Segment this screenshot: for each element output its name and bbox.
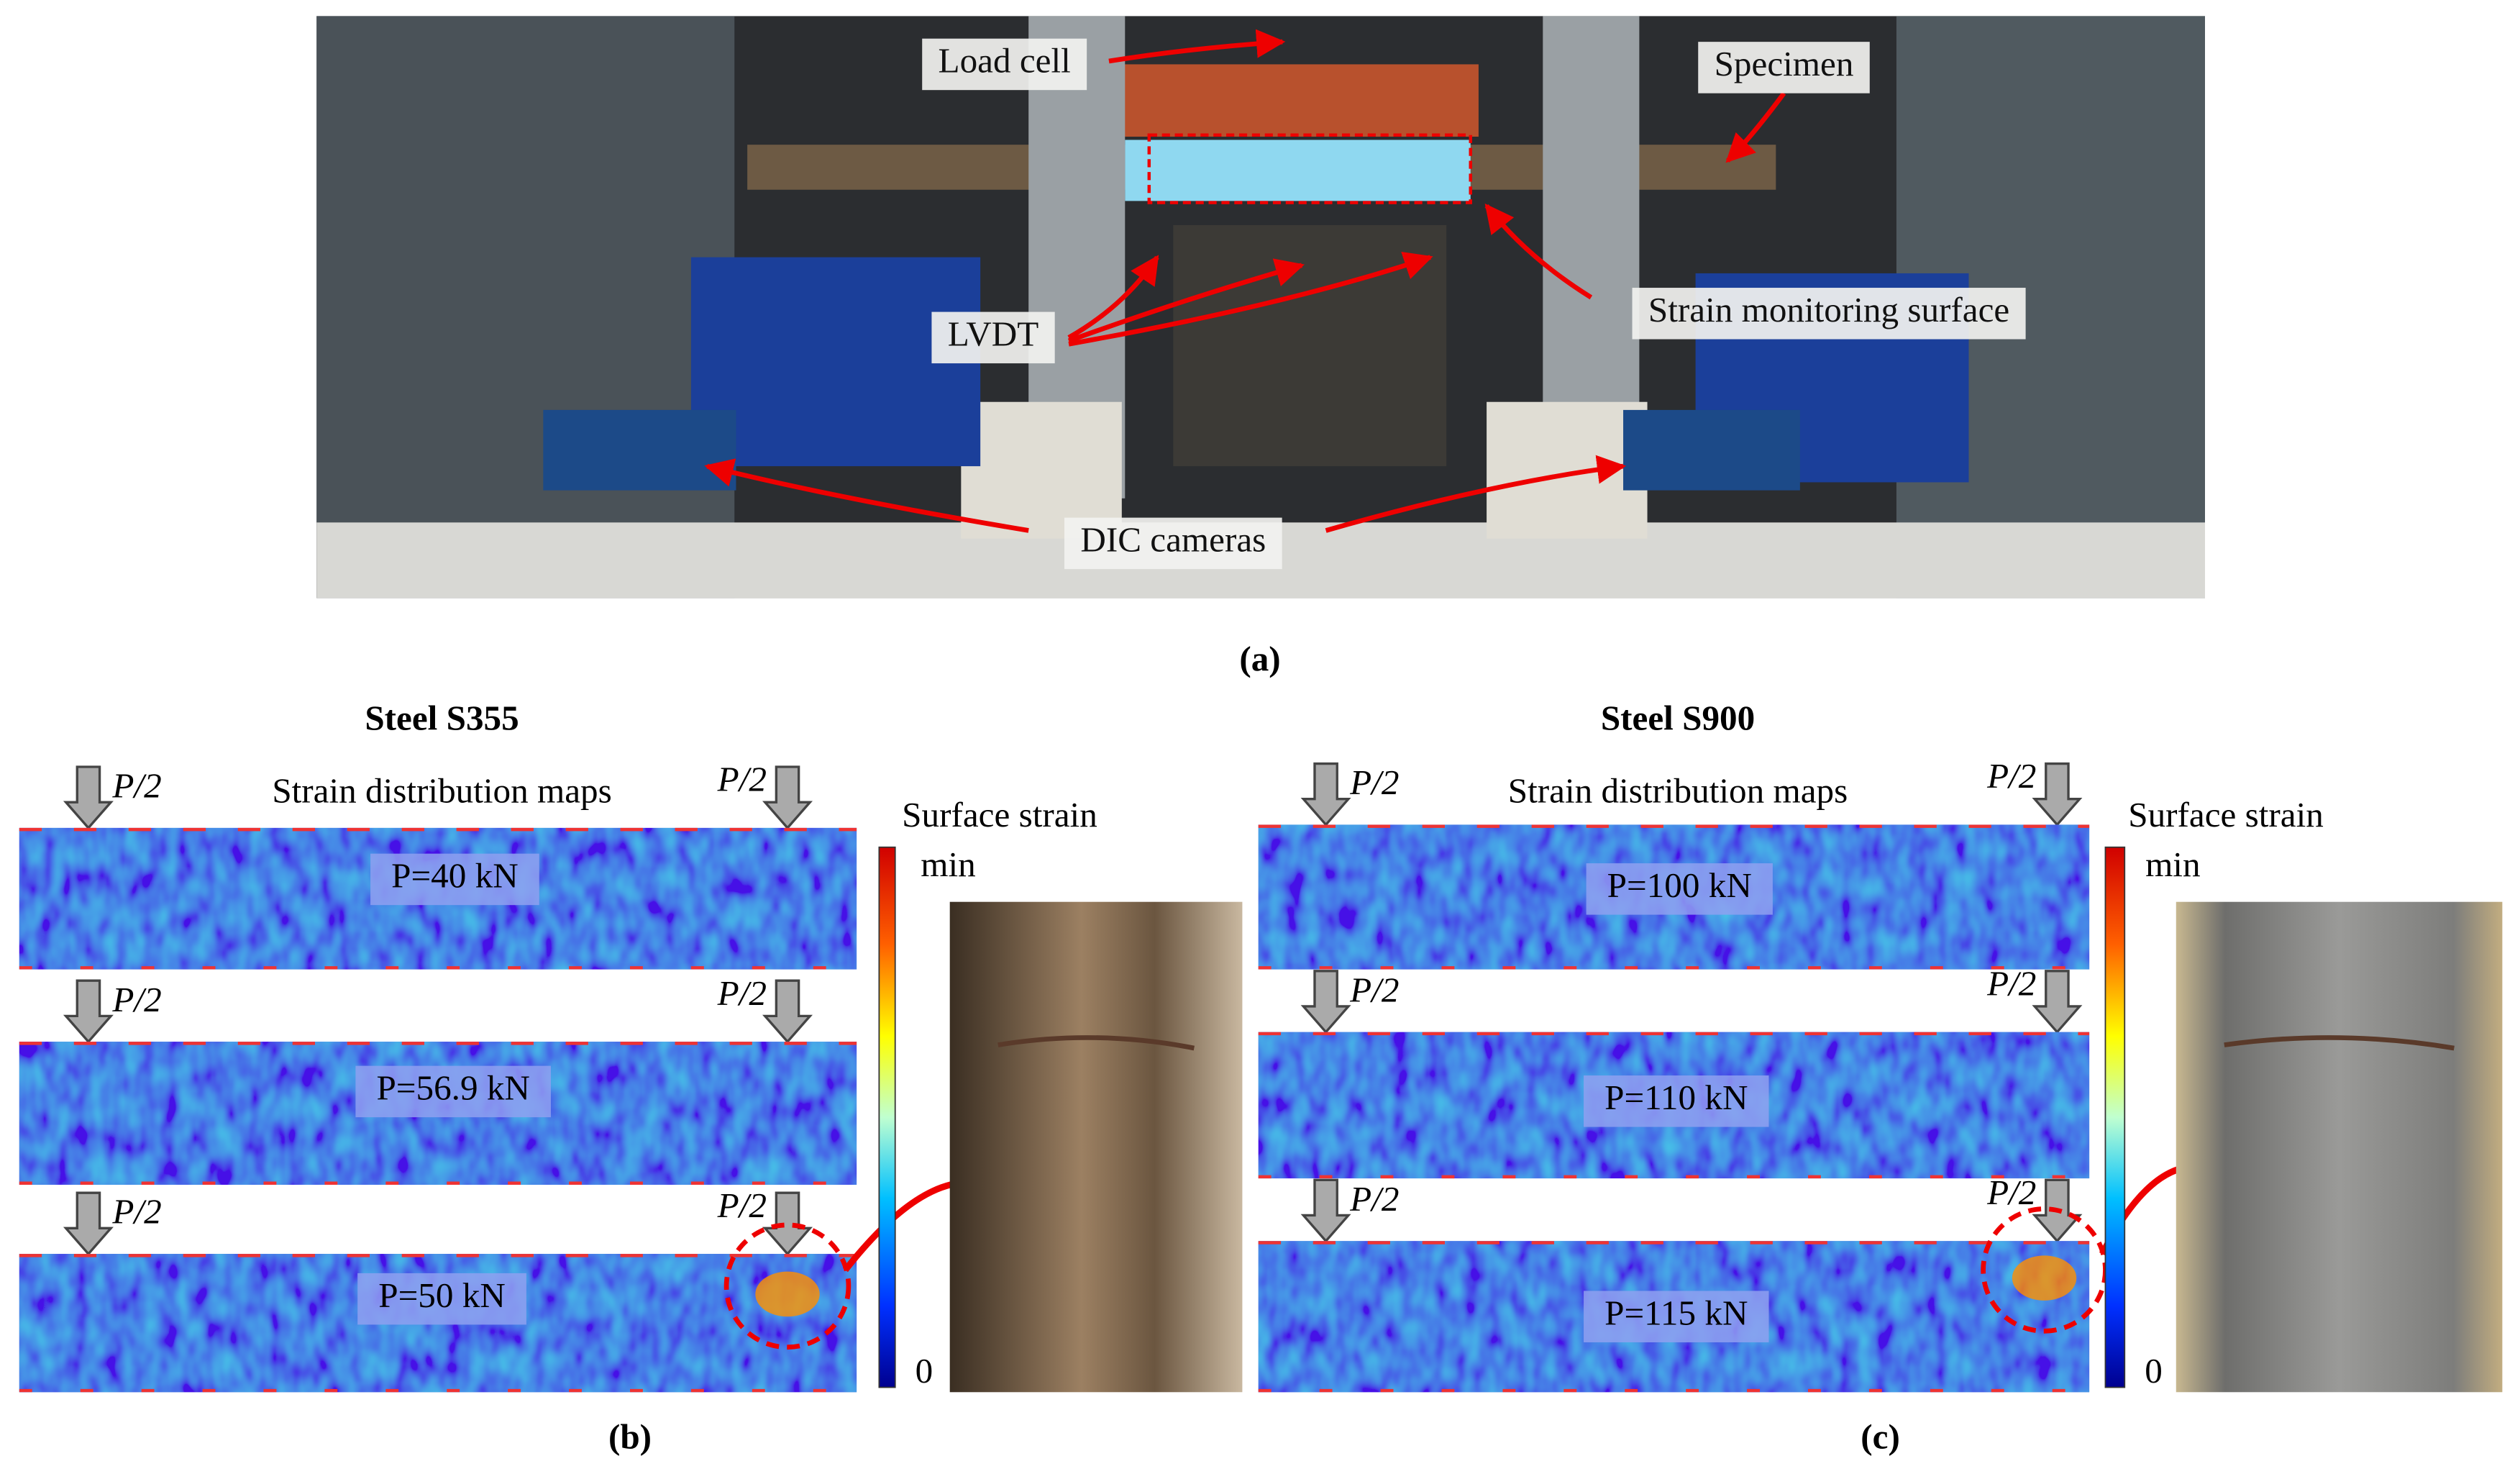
panel-title: Steel S900 <box>1601 698 1755 738</box>
failure-hotspot <box>755 1271 820 1317</box>
buckle-line <box>2224 1035 2455 1051</box>
load-value-box <box>1584 1291 1769 1343</box>
colorbar-bottom: 0 <box>916 1351 933 1391</box>
panel-subtitle: Strain distribution maps <box>272 770 611 810</box>
load-value-box <box>355 1065 551 1118</box>
colorbar-bottom: 0 <box>2145 1351 2163 1391</box>
load-label: P/2 <box>1349 763 1399 802</box>
load-arrow <box>63 979 114 1044</box>
colorbar <box>878 846 896 1388</box>
load-arrow <box>63 765 114 830</box>
load-arrow <box>762 765 813 830</box>
load-arrow <box>1300 970 1351 1034</box>
callout-box <box>1632 288 2026 340</box>
colorbar <box>2104 846 2126 1388</box>
load-label: P/2 <box>1349 970 1399 1009</box>
load-value-box <box>370 853 539 906</box>
colorbar-top: min <box>2145 845 2200 884</box>
load-value: P=56.9 kN <box>376 1068 529 1108</box>
callout-box <box>922 38 1087 91</box>
callout-box <box>1064 517 1282 570</box>
panels: Steel S355 Strain distribution maps P/2 P/2… <box>19 698 2503 1457</box>
load-value-box <box>357 1273 526 1325</box>
panel-caption: (c) <box>1861 1417 1900 1457</box>
load-label: P/2 <box>717 1186 767 1225</box>
load-label: P/2 <box>1986 1173 2036 1212</box>
load-value-box <box>1584 1075 1769 1127</box>
callout-box <box>931 311 1055 364</box>
colorbar-title: Surface strain <box>902 795 1097 834</box>
callout-box <box>1698 42 1870 94</box>
load-label: P/2 <box>111 980 161 1019</box>
load-arrow <box>1300 1178 1351 1243</box>
callout-label: Load cell <box>939 41 1071 81</box>
load-label: P/2 <box>717 973 767 1013</box>
callout-label: Specimen <box>1715 44 1854 83</box>
load-arrow <box>1300 762 1351 827</box>
caption: (a) <box>1239 639 1280 678</box>
load-arrow <box>762 979 813 1044</box>
load-label: P/2 <box>1349 1179 1399 1219</box>
load-arrow <box>63 1191 114 1256</box>
load-label: P/2 <box>717 760 767 799</box>
failure-circle <box>723 1222 852 1350</box>
callout-label: DIC cameras <box>1080 520 1266 560</box>
load-arrow <box>2032 762 2083 827</box>
load-arrow <box>762 1191 813 1256</box>
panel-subtitle: Strain distribution maps <box>1508 770 1848 810</box>
load-label: P/2 <box>1986 756 2036 796</box>
callout-label: Strain monitoring surface <box>1648 290 2009 329</box>
load-value: P=50 kN <box>378 1275 506 1315</box>
specimen-photo <box>949 901 1243 1393</box>
load-value: P=40 kN <box>391 856 519 896</box>
load-arrow <box>2032 970 2083 1034</box>
monitoring-outline <box>1147 133 1472 204</box>
load-label: P/2 <box>1986 963 2036 1003</box>
load-label: P/2 <box>111 1192 161 1232</box>
panel-title: Steel S355 <box>365 698 519 738</box>
panel-caption: (b) <box>608 1417 652 1457</box>
buckle-line <box>998 1035 1195 1051</box>
callouts: Load cell Specimen LVDT Strain monitoring s… <box>922 38 2026 570</box>
colorbar-title: Surface strain <box>2128 795 2324 834</box>
strain-panel: Steel S355 Strain distribution maps P/2 P/2… <box>19 698 1243 1457</box>
colorbar-top: min <box>921 845 975 884</box>
strain-panel: Steel S900 Strain distribution maps P/2 P/2… <box>1258 698 2503 1457</box>
load-value-box <box>1586 863 1773 915</box>
load-value: P=110 kN <box>1604 1078 1748 1117</box>
callout-label: LVDT <box>948 314 1039 354</box>
failure-hotspot <box>2012 1255 2077 1301</box>
load-label: P/2 <box>111 766 161 806</box>
load-value: P=100 kN <box>1607 865 1752 905</box>
specimen-photo <box>2176 901 2503 1393</box>
photo-arrows <box>704 29 1786 533</box>
load-value: P=115 kN <box>1604 1293 1748 1333</box>
